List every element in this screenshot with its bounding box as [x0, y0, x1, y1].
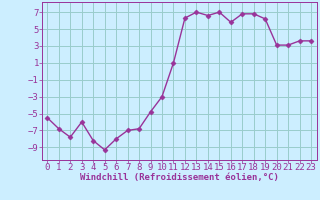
X-axis label: Windchill (Refroidissement éolien,°C): Windchill (Refroidissement éolien,°C) [80, 173, 279, 182]
